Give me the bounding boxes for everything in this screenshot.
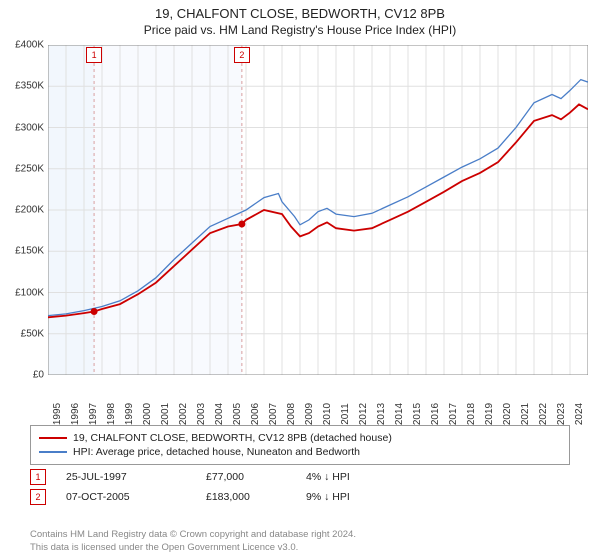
- x-tick-label: 2004: [214, 403, 225, 425]
- x-tick-label: 2007: [268, 403, 279, 425]
- legend-box: 19, CHALFONT CLOSE, BEDWORTH, CV12 8PB (…: [30, 425, 570, 465]
- legend-item: HPI: Average price, detached house, Nune…: [39, 446, 561, 458]
- y-tick-label: £400K: [15, 40, 44, 51]
- x-tick-label: 2018: [466, 403, 477, 425]
- x-tick-label: 2000: [142, 403, 153, 425]
- sale-row-marker: 2: [30, 489, 46, 505]
- x-tick-label: 2002: [178, 403, 189, 425]
- x-tick-label: 2022: [538, 403, 549, 425]
- footer-line-1: Contains HM Land Registry data © Crown c…: [30, 529, 570, 541]
- x-tick-label: 2003: [196, 403, 207, 425]
- x-tick-label: 2016: [430, 403, 441, 425]
- x-tick-label: 1996: [70, 403, 81, 425]
- y-tick-label: £0: [33, 370, 44, 381]
- sale-date: 25-JUL-1997: [66, 471, 186, 483]
- footer-line-2: This data is licensed under the Open Gov…: [30, 542, 570, 554]
- x-tick-label: 2020: [502, 403, 513, 425]
- sale-date: 07-OCT-2005: [66, 491, 186, 503]
- x-tick-label: 2024: [574, 403, 585, 425]
- sale-delta: 4% ↓ HPI: [306, 471, 406, 483]
- sale-delta: 9% ↓ HPI: [306, 491, 406, 503]
- x-tick-label: 2010: [322, 403, 333, 425]
- legend-label: 19, CHALFONT CLOSE, BEDWORTH, CV12 8PB (…: [73, 432, 392, 444]
- x-tick-label: 2011: [340, 403, 351, 425]
- page-title: 19, CHALFONT CLOSE, BEDWORTH, CV12 8PB: [0, 6, 600, 21]
- x-tick-label: 2005: [232, 403, 243, 425]
- x-tick-label: 2012: [358, 403, 369, 425]
- y-axis-labels: £0£50K£100K£150K£200K£250K£300K£350K£400…: [0, 45, 46, 375]
- y-tick-label: £250K: [15, 163, 44, 174]
- x-tick-label: 2013: [376, 403, 387, 425]
- y-tick-label: £150K: [15, 246, 44, 257]
- x-tick-label: 2023: [556, 403, 567, 425]
- x-tick-label: 2009: [304, 403, 315, 425]
- sale-marker-1: 1: [86, 47, 102, 63]
- sale-marker-2: 2: [234, 47, 250, 63]
- y-tick-label: £200K: [15, 205, 44, 216]
- y-tick-label: £50K: [21, 328, 44, 339]
- sale-row: 2 07-OCT-2005 £183,000 9% ↓ HPI: [30, 489, 570, 505]
- legend-swatch: [39, 451, 67, 453]
- x-tick-label: 1997: [88, 403, 99, 425]
- x-tick-label: 2001: [160, 403, 171, 425]
- x-tick-label: 2008: [286, 403, 297, 425]
- legend-label: HPI: Average price, detached house, Nune…: [73, 446, 360, 458]
- sale-row-marker: 1: [30, 469, 46, 485]
- x-tick-label: 2014: [394, 403, 405, 425]
- x-tick-label: 1998: [106, 403, 117, 425]
- x-tick-label: 2021: [520, 403, 531, 425]
- y-tick-label: £350K: [15, 81, 44, 92]
- footer: Contains HM Land Registry data © Crown c…: [30, 529, 570, 554]
- page-subtitle: Price paid vs. HM Land Registry's House …: [0, 23, 600, 37]
- y-tick-label: £300K: [15, 122, 44, 133]
- x-tick-label: 2006: [250, 403, 261, 425]
- x-tick-label: 2015: [412, 403, 423, 425]
- sale-rows: 1 25-JUL-1997 £77,000 4% ↓ HPI 2 07-OCT-2005 £…: [30, 465, 570, 509]
- x-tick-label: 1999: [124, 403, 135, 425]
- chart-svg: [48, 45, 588, 375]
- x-tick-label: 2017: [448, 403, 459, 425]
- x-tick-label: 1995: [52, 403, 63, 425]
- chart-area: 12: [48, 45, 588, 375]
- legend-item: 19, CHALFONT CLOSE, BEDWORTH, CV12 8PB (…: [39, 432, 561, 444]
- legend-swatch: [39, 437, 67, 439]
- sale-price: £77,000: [206, 471, 286, 483]
- x-axis-labels: 1995 1996 1997 1998 1999 2000 2001 2002 2003 2004…: [48, 378, 588, 423]
- sale-price: £183,000: [206, 491, 286, 503]
- y-tick-label: £100K: [15, 287, 44, 298]
- x-tick-label: 2019: [484, 403, 495, 425]
- sale-row: 1 25-JUL-1997 £77,000 4% ↓ HPI: [30, 469, 570, 485]
